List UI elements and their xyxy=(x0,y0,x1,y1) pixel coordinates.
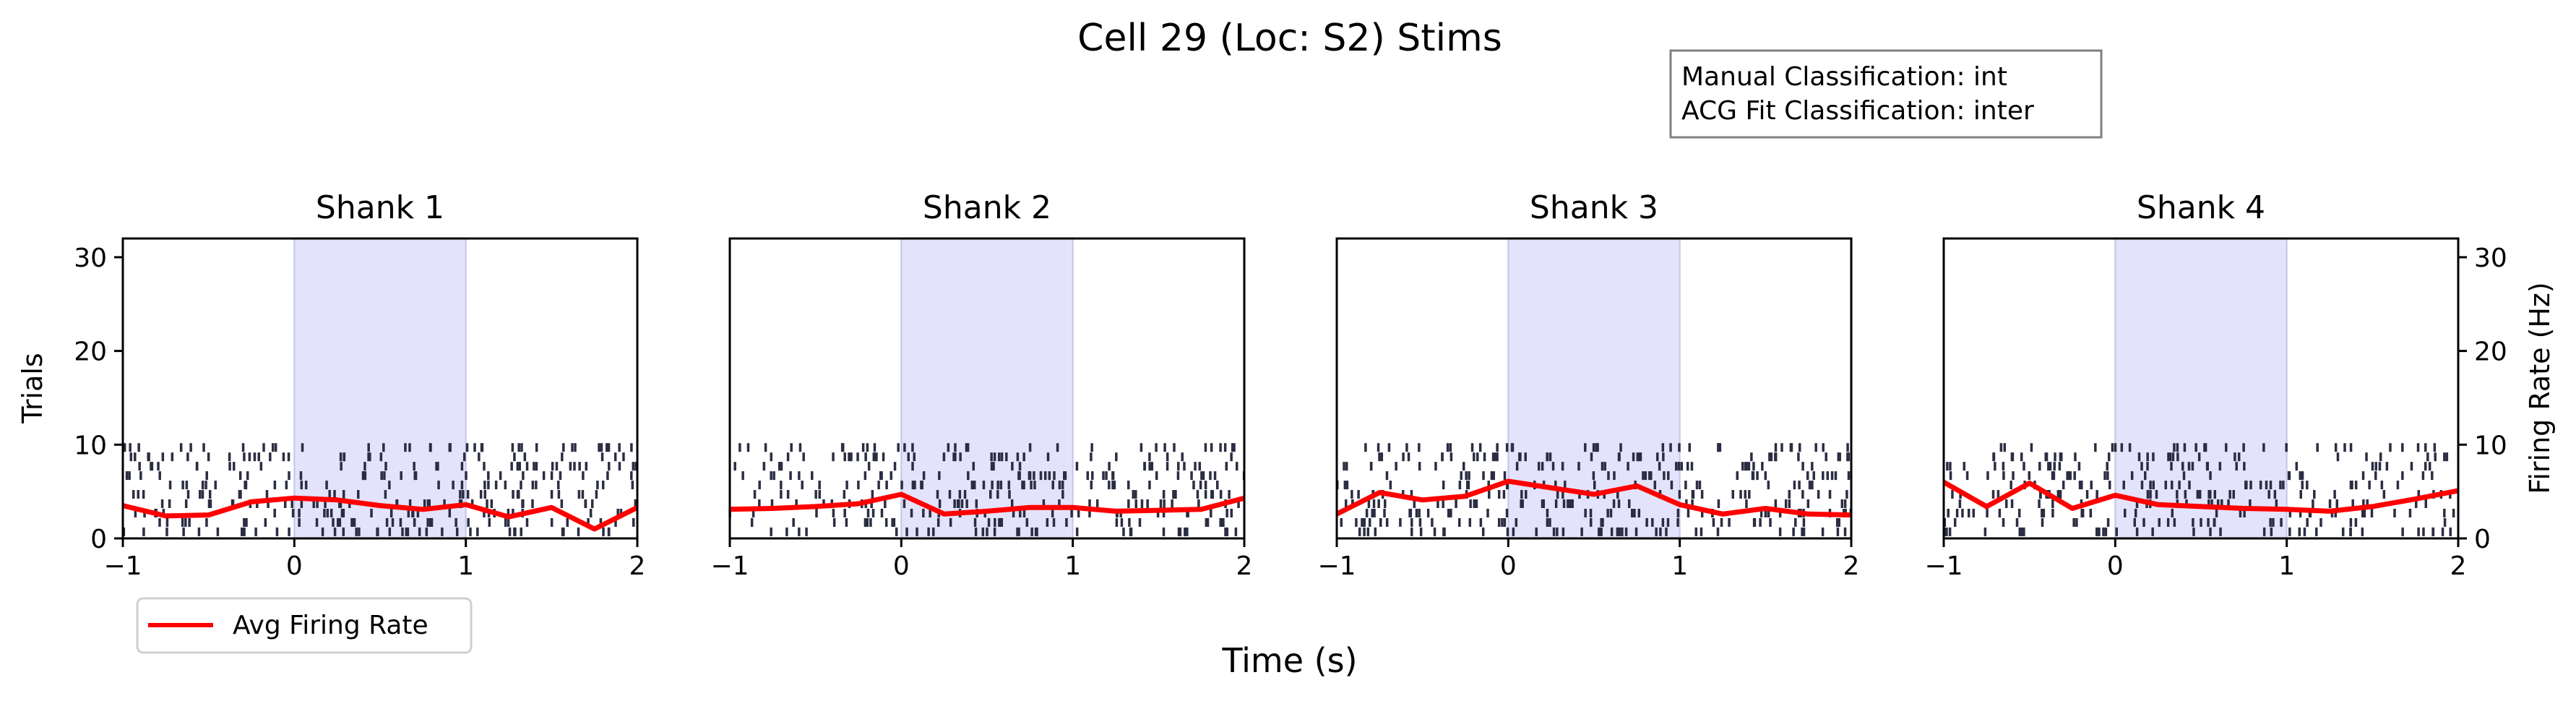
x-tick-label: −1 xyxy=(1924,551,1963,581)
panel-shank-2: Shank 2 −1 0 1 2 xyxy=(710,189,1252,581)
stim-window xyxy=(900,238,1074,539)
y-axis-label-right: Firing Rate (Hz) xyxy=(2524,282,2556,494)
x-tick-label: 1 xyxy=(1064,551,1081,581)
stim-window xyxy=(2114,238,2288,539)
panel-title: Shank 3 xyxy=(1530,189,1658,226)
y-tick-label-left: 10 xyxy=(74,431,107,460)
panel-title: Shank 4 xyxy=(2137,189,2265,226)
y-tick-label-right: 20 xyxy=(2474,337,2507,367)
panel-shank-3: Shank 3 −1 0 1 2 xyxy=(1317,189,1859,581)
y-tick-label-right: 30 xyxy=(2474,244,2507,273)
avg-firing-rate-line xyxy=(729,491,1245,517)
x-axis-label: Time (s) xyxy=(1221,641,1357,680)
axes-frame xyxy=(1942,237,2460,540)
legend-label: Avg Firing Rate xyxy=(233,611,428,640)
avg-firing-rate-line xyxy=(1942,480,2459,514)
y-axis-label-left: Trials xyxy=(17,353,48,423)
panel-title: Shank 2 xyxy=(923,189,1051,226)
info-box: Manual Classification: int ACG Fit Class… xyxy=(1669,49,2103,139)
x-tick-label: 1 xyxy=(1671,551,1688,581)
x-tick-label: 0 xyxy=(2107,551,2124,581)
legend: Avg Firing Rate xyxy=(136,597,473,654)
y-tick-label-right: 0 xyxy=(2474,525,2491,554)
x-tick-label: 1 xyxy=(457,551,474,581)
acg-fit-classification-text: ACG Fit Classification: inter xyxy=(1681,96,2034,126)
y-tick-label-left: 20 xyxy=(74,337,107,367)
x-tick-label: −1 xyxy=(710,551,749,581)
panel-title: Shank 1 xyxy=(316,189,444,226)
stim-window xyxy=(293,238,467,539)
legend-frame xyxy=(136,597,473,654)
axes-frame xyxy=(728,237,1246,540)
y-tick-label-left: 30 xyxy=(74,244,107,273)
x-tick-label: 0 xyxy=(893,551,910,581)
x-tick-label: 2 xyxy=(1236,551,1253,581)
spike-raster xyxy=(1336,443,1853,536)
avg-firing-rate-line xyxy=(122,495,639,532)
y-tick-label-left: 0 xyxy=(90,525,107,554)
x-tick-label: 0 xyxy=(1500,551,1517,581)
y-tick-label-right: 10 xyxy=(2474,431,2507,460)
axes-frame xyxy=(1335,237,1853,540)
info-box-frame xyxy=(1669,49,2103,139)
avg-firing-rate-line xyxy=(1335,478,1852,518)
x-tick-label: 2 xyxy=(1843,551,1860,581)
x-tick-label: −1 xyxy=(103,551,142,581)
figure-title: Cell 29 (Loc: S2) Stims xyxy=(1077,17,1502,60)
x-tick-label: 1 xyxy=(2278,551,2295,581)
x-tick-label: −1 xyxy=(1317,551,1356,581)
x-tick-label: 0 xyxy=(286,551,303,581)
x-tick-label: 2 xyxy=(629,551,646,581)
x-tick-label: 2 xyxy=(2450,551,2467,581)
axes-frame xyxy=(121,237,639,540)
manual-classification-text: Manual Classification: int xyxy=(1681,62,2007,92)
